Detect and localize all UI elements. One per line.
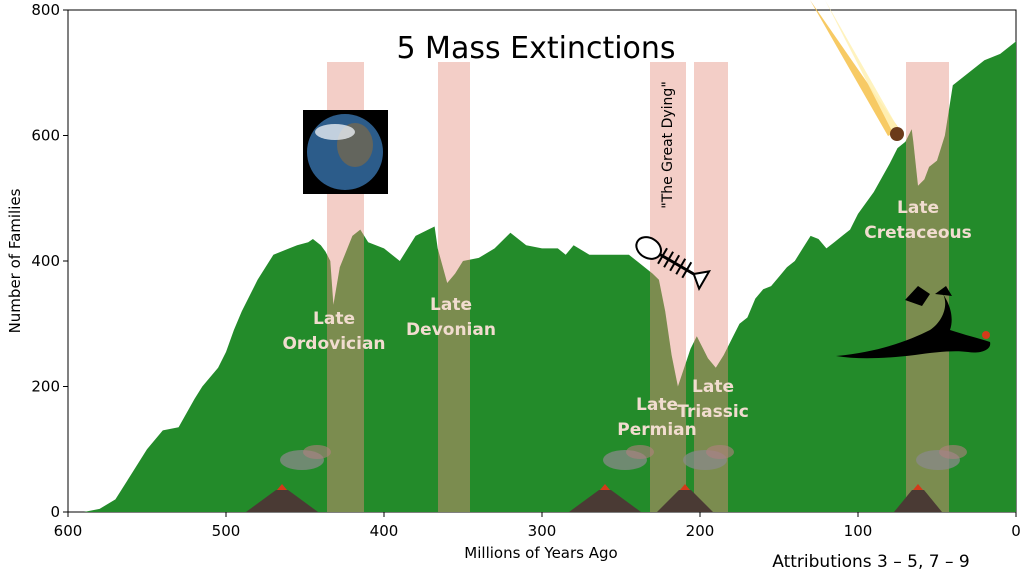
event-label-line: Late [692, 377, 734, 397]
volcano-smoke-2 [706, 445, 734, 459]
event-label-line: Late [430, 295, 472, 315]
great-dying-annotation: "The Great Dying" [660, 81, 676, 209]
dinosaur-body [836, 290, 991, 359]
volcano-smoke-2 [303, 445, 331, 459]
y-axis-title: Number of Families [6, 188, 24, 333]
earth-clouds [315, 124, 355, 140]
dinosaur-leg [905, 286, 930, 306]
x-tick-label: 100 [844, 522, 873, 540]
fish-rib [681, 261, 693, 279]
dinosaur-foot [935, 286, 952, 296]
fish-skeleton-icon [635, 236, 712, 292]
x-tick-label: 200 [686, 522, 715, 540]
y-tick-label: 0 [50, 503, 60, 521]
x-axis-title: Millions of Years Ago [464, 544, 617, 562]
y-tick-label: 600 [31, 127, 60, 145]
band-group [327, 62, 949, 512]
event-label: Late Devonian [406, 295, 496, 340]
dinosaur-bump [982, 331, 990, 339]
x-tick-label: 300 [528, 522, 557, 540]
fish-rib [675, 258, 687, 275]
event-label-line: Late [313, 309, 355, 329]
event-label: Late Triassic [677, 377, 749, 422]
event-label-line: Devonian [406, 320, 496, 340]
x-tick-label: 500 [212, 522, 241, 540]
volcano-smoke-2 [939, 445, 967, 459]
volcano-cone [246, 490, 318, 512]
event-label: Late Ordovician [282, 309, 385, 354]
volcano-cone [894, 490, 942, 512]
x-tick-label: 0 [1011, 522, 1021, 540]
meteor-icon [810, 0, 904, 141]
event-label-line: Late [897, 198, 939, 218]
volcano-lava [277, 484, 287, 490]
earth-image [303, 110, 388, 194]
volcano-cone [569, 490, 641, 512]
volcano-icon [569, 445, 654, 512]
chart-title: 5 Mass Extinctions [396, 31, 675, 66]
fish-spine [658, 252, 695, 276]
x-tick-label: 400 [370, 522, 399, 540]
fish-tail [692, 269, 712, 292]
x-tick-label: 600 [54, 522, 83, 540]
event-label: Late Cretaceous [864, 198, 972, 243]
area-group [68, 41, 1016, 513]
volcano-icon [657, 445, 734, 512]
event-label-line: Ordovician [282, 334, 385, 354]
volcano-lava [600, 484, 610, 490]
family-count-area [68, 41, 1016, 513]
attribution-text: Attributions 3 – 5, 7 – 9 [772, 552, 969, 572]
volcano-cone [657, 490, 713, 512]
y-tick-label: 800 [31, 1, 60, 19]
y-tick-group: 0 200 400 600 800 [31, 1, 68, 521]
y-tick-label: 200 [31, 378, 60, 396]
event-label-line: Triassic [677, 402, 749, 422]
volcano-lava [680, 484, 690, 490]
volcano-icon [246, 445, 331, 512]
dinosaur-icon [836, 286, 991, 359]
event-label-line: Cretaceous [864, 223, 972, 243]
volcano-icon [894, 445, 967, 512]
event-label-line: Permian [617, 420, 697, 440]
fish-rib [657, 247, 668, 265]
decor-group [246, 0, 991, 512]
fish-rib [669, 254, 681, 272]
event-label-line: Late [636, 395, 678, 415]
volcano-smoke-2 [626, 445, 654, 459]
meteor-trail-core [825, 0, 898, 131]
meteor-head [890, 127, 904, 141]
y-tick-label: 400 [31, 252, 60, 270]
fish-rib [663, 251, 674, 268]
x-tick-group: 600 500 400 300 200 100 0 [54, 512, 1021, 540]
volcano-lava [913, 484, 923, 490]
event-label: Late Permian [617, 395, 697, 440]
